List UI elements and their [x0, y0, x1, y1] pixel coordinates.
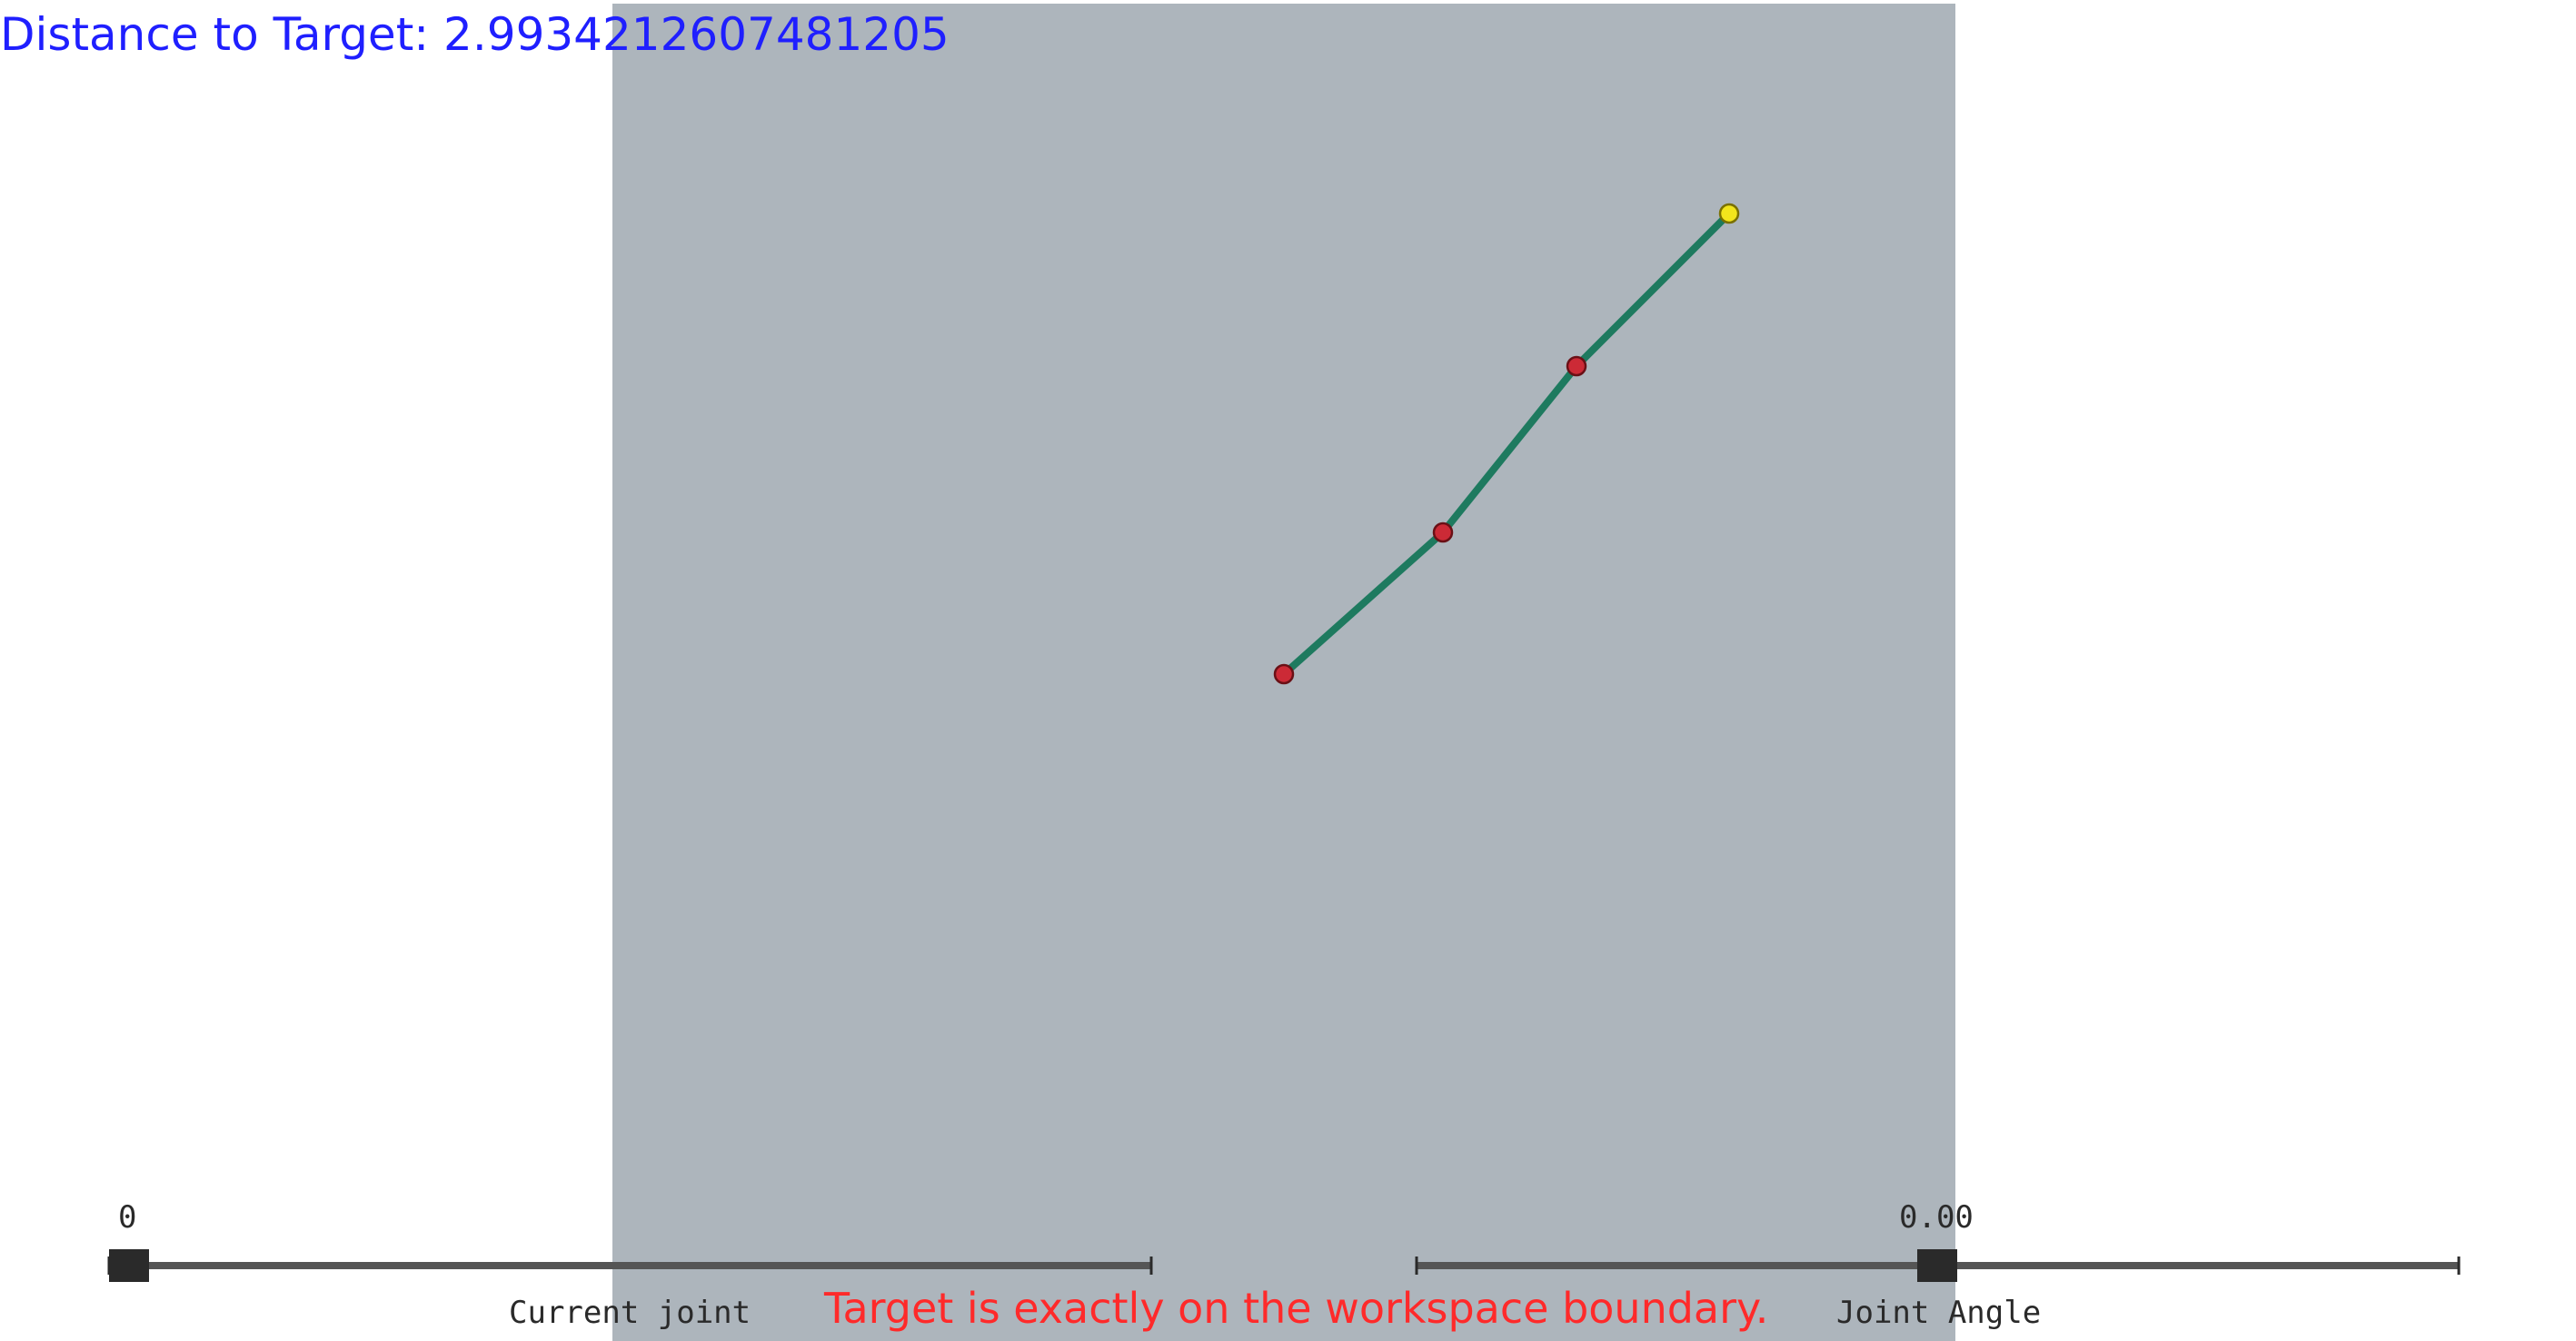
joint-slider-handle[interactable] [109, 1249, 149, 1282]
arm-links [1280, 210, 1733, 678]
end-effector[interactable] [1718, 203, 1740, 224]
angle-slider-label: Joint Angle [1836, 1295, 2042, 1331]
angle-slider[interactable] [1415, 1249, 2461, 1282]
distance-value: 2.9934212607481205 [443, 8, 950, 61]
joint-base[interactable] [1273, 663, 1295, 685]
arm-link-3 [1573, 210, 1733, 370]
arm-link-2 [1439, 363, 1580, 536]
joint-slider[interactable] [107, 1249, 1153, 1282]
distance-prefix: Distance to Target: [0, 8, 444, 61]
joint-slider-label: Current joint [509, 1295, 751, 1331]
arm-joints [1273, 203, 1740, 685]
angle-slider-handle[interactable] [1917, 1249, 1957, 1282]
arm-link-1 [1280, 529, 1447, 678]
distance-readout: Distance to Target: 2.9934212607481205 [0, 7, 950, 62]
joint-1[interactable] [1432, 522, 1454, 543]
joint-slider-value: 0 [118, 1199, 137, 1236]
boundary-warning: Target is exactly on the workspace bound… [824, 1284, 1769, 1333]
angle-slider-value: 0.00 [1899, 1199, 1974, 1236]
joint-2[interactable] [1566, 355, 1587, 377]
